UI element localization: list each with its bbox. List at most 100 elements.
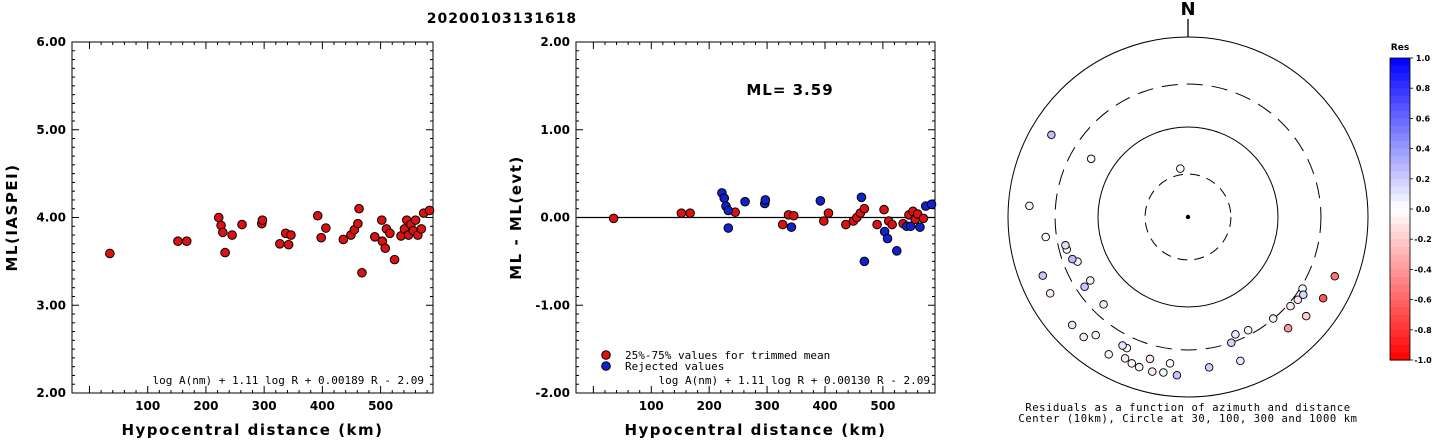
station-point [1172, 371, 1182, 380]
y-tick-label: 1.00 [540, 123, 570, 137]
colorbar-cell [1390, 329, 1410, 338]
figure-title: 20200103131618 [427, 11, 577, 27]
data-point [872, 219, 882, 230]
station-point [1047, 130, 1056, 140]
colorbar-cell [1390, 337, 1410, 346]
distance-ring [1007, 36, 1369, 398]
colorbar-cell [1390, 254, 1410, 263]
station-point [1231, 330, 1240, 339]
colorbar-cell [1390, 73, 1410, 82]
colorbar-cell [1390, 307, 1410, 316]
colorbar-tick-label: 0.4 [1416, 145, 1431, 154]
data-point [856, 192, 867, 203]
data-point [788, 210, 799, 221]
data-point [819, 216, 829, 226]
station-point [1301, 311, 1311, 321]
colorbar-cell [1390, 269, 1410, 278]
data-point [376, 215, 387, 225]
epicenter-point [1185, 214, 1191, 220]
colorbar-cell [1390, 276, 1410, 286]
station-point [1145, 354, 1155, 364]
x-tick-label: 300 [252, 399, 277, 413]
station-point [1148, 367, 1157, 376]
colorbar-cell [1390, 88, 1410, 97]
station-point [1067, 320, 1077, 330]
station-point [1330, 272, 1340, 281]
station-point [1286, 301, 1295, 311]
y-tick-label: 6.00 [36, 35, 66, 49]
data-point [823, 208, 834, 218]
colorbar-cell [1390, 201, 1410, 210]
data-point [859, 256, 870, 267]
residual-colorbar: Res 1.0 0.8 0.6 0.4 0.2 0.0 -0.2 -0.4 -0.6 -0.8 -1.… [1389, 43, 1432, 365]
colorbar-cell [1390, 216, 1410, 225]
station-point [1165, 359, 1175, 368]
station-point [1099, 300, 1108, 309]
colorbar-cell [1390, 322, 1410, 331]
colorbar-cell [1390, 246, 1410, 255]
x-tick-label: 200 [697, 399, 722, 413]
data-point [424, 205, 435, 216]
colorbar-cell [1390, 344, 1410, 354]
formula-label: log A(nm) + 1.11 log R + 0.00130 R - 2.0… [658, 374, 930, 387]
y-axis-label: ML - ML(evt) [507, 155, 525, 279]
station-point [1293, 295, 1303, 304]
legend-marker [601, 361, 611, 371]
data-point [312, 210, 323, 221]
data-point [385, 228, 395, 239]
colorbar-cell [1390, 193, 1410, 203]
y-tick-label: 2.00 [36, 386, 66, 400]
data-point [357, 267, 367, 278]
colorbar-tick-label: -0.4 [1414, 265, 1432, 274]
colorbar-cell [1390, 133, 1410, 142]
station-point [1299, 290, 1308, 300]
north-label: N [1180, 0, 1195, 20]
station-point [1080, 282, 1089, 291]
colorbar-title: Res [1391, 43, 1409, 53]
ml-vs-distance-panel: 6.00 5.00 4.00 3.00 2.00 100 200 300 400 500 Hypoc… [3, 35, 435, 439]
station-point [1061, 241, 1070, 250]
y-tick-label: 3.00 [36, 298, 66, 312]
colorbar-tick-label: 0.8 [1416, 84, 1431, 93]
data-point [676, 208, 687, 218]
data-point [777, 219, 788, 230]
y-tick-label: 5.00 [36, 123, 66, 137]
station-point [1086, 154, 1096, 164]
colorbar-cell [1390, 299, 1410, 308]
station-point [1038, 271, 1048, 280]
colorbar-cell [1390, 292, 1410, 301]
x-tick-label: 500 [870, 399, 895, 413]
formula-label: log A(nm) + 1.11 log R + 0.00189 R - 2.0… [152, 374, 424, 387]
data-point [316, 232, 327, 243]
data-point [740, 196, 750, 207]
colorbar-tick-label: -0.8 [1414, 326, 1432, 335]
colorbar-cell [1390, 352, 1410, 361]
colorbar-cell [1390, 80, 1410, 89]
colorbar-cell [1390, 314, 1410, 323]
data-point [218, 227, 228, 238]
data-point [608, 213, 619, 224]
x-tick-label: 400 [310, 399, 335, 413]
data-point [887, 219, 897, 230]
colorbar-tick-label: 0.0 [1416, 205, 1431, 214]
colorbar-cell [1390, 141, 1410, 150]
colorbar-cell [1390, 110, 1410, 119]
station-point [1120, 354, 1130, 363]
data-point [283, 239, 294, 250]
station-point [1068, 254, 1077, 264]
data-point [915, 222, 925, 232]
data-point [227, 230, 237, 240]
station-point [1243, 325, 1253, 335]
data-point [173, 236, 183, 246]
colorbar-tick-label: -0.2 [1414, 235, 1432, 244]
data-point [719, 193, 730, 203]
x-tick-label: 100 [639, 399, 664, 413]
data-point [369, 232, 380, 242]
data-point [220, 247, 230, 258]
ml-value-label: ML= 3.59 [746, 81, 833, 99]
x-axis-label: Hypocentral distance (km) [121, 421, 383, 439]
distance-ring [1144, 173, 1232, 261]
station-point [1086, 276, 1095, 285]
data-point [257, 215, 268, 225]
